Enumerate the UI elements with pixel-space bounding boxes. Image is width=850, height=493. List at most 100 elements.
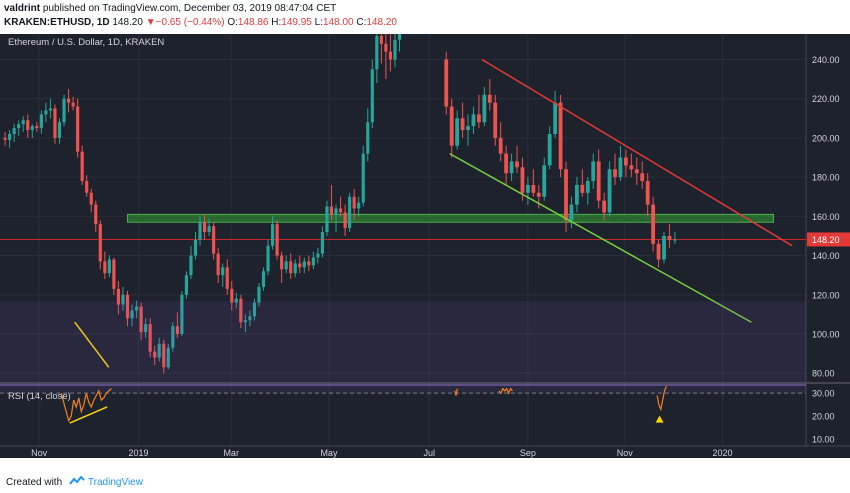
- publish-line: valdrint published on TradingView.com, D…: [4, 3, 336, 15]
- candle-body: [487, 94, 492, 103]
- candle-body: [284, 261, 288, 270]
- candle-body: [53, 108, 57, 138]
- candle-body: [361, 153, 365, 203]
- low-value: 148.00: [323, 17, 354, 28]
- close-value: 148.20: [366, 17, 397, 28]
- candle-body: [207, 226, 211, 233]
- candle-body: [280, 255, 284, 270]
- axes: 240.00 220.00 200.00 180.00 160.00 140.00 120.…: [31, 55, 850, 458]
- candle-body: [80, 151, 84, 182]
- candle-body: [455, 118, 460, 146]
- last-price-tag: [807, 232, 850, 247]
- candle-body: [471, 114, 476, 127]
- author-name[interactable]: valdrint: [4, 3, 41, 14]
- trendlines: [74, 58, 793, 368]
- tradingview-logo-icon: [69, 475, 85, 489]
- candle-body: [171, 326, 175, 348]
- candle-body: [202, 222, 207, 233]
- candle-body: [212, 226, 216, 254]
- candle-body: [325, 206, 329, 233]
- price-tick-label: 200.00: [812, 133, 840, 143]
- chart-container[interactable]: 240.00 220.00 200.00 180.00 160.00 140.00 120.…: [0, 16, 850, 458]
- candle-body: [656, 243, 661, 260]
- candle-body: [613, 169, 617, 178]
- candle-body: [239, 298, 243, 323]
- tradingview-brand[interactable]: TradingView: [87, 477, 143, 489]
- candle-body: [509, 161, 514, 174]
- candle-body: [388, 51, 393, 60]
- candle-body: [348, 196, 352, 229]
- zones: [0, 213, 806, 240]
- low-label: L:: [314, 17, 323, 28]
- candle-body: [248, 316, 252, 321]
- candle-body: [157, 343, 161, 358]
- candle-body: [466, 126, 470, 131]
- candle-body: [329, 206, 334, 215]
- candle-body: [39, 114, 43, 129]
- price-tick-label: 240.00: [812, 55, 840, 65]
- candle-body: [57, 122, 62, 138]
- candle-body: [266, 245, 270, 272]
- created-with-text: Created with: [6, 477, 63, 489]
- support-trendline: [449, 152, 752, 323]
- candle-body: [3, 137, 7, 140]
- candle-body: [640, 173, 645, 182]
- rsi-line: [454, 388, 458, 396]
- credit-line: Created with TradingView: [6, 475, 143, 489]
- candle-body: [166, 347, 170, 368]
- candle-body: [89, 192, 93, 205]
- candle-body: [585, 181, 590, 193]
- candle-body: [602, 200, 607, 213]
- candle-body: [375, 35, 379, 70]
- candle-body: [379, 35, 383, 44]
- candle-body: [35, 126, 39, 129]
- price-change: −0.65 (−0.44%): [155, 17, 225, 28]
- candle-body: [623, 157, 628, 166]
- candle-body: [591, 161, 596, 182]
- candle-body: [243, 320, 247, 323]
- candle-body: [493, 102, 498, 138]
- candle-body: [651, 204, 656, 244]
- candle-body: [289, 261, 293, 274]
- candle-body: [270, 224, 275, 246]
- candle-body: [634, 169, 639, 174]
- candle-body: [252, 302, 257, 317]
- candle-body: [607, 169, 612, 213]
- candle-body: [139, 306, 143, 333]
- candle-body: [553, 102, 558, 134]
- open-label: O:: [227, 17, 238, 28]
- candle-body: [449, 106, 454, 146]
- rsi-pane: [0, 301, 806, 424]
- candle-body: [148, 324, 152, 352]
- candle-body: [184, 275, 189, 295]
- candle-body: [144, 324, 148, 333]
- published-text: published on TradingView.com, December 0…: [42, 3, 337, 14]
- price-tick-label: 220.00: [812, 94, 840, 104]
- price-tick-label: 100.00: [812, 329, 840, 339]
- candle-body: [30, 126, 34, 131]
- rsi-line: [656, 386, 667, 412]
- time-tick-label: Nov: [617, 448, 634, 458]
- candle-body: [580, 184, 585, 193]
- candle-body: [662, 235, 666, 260]
- candle-body: [175, 326, 179, 334]
- price-chart[interactable]: 240.00 220.00 200.00 180.00 160.00 140.00 120.…: [0, 16, 850, 458]
- time-tick-label: Jul: [423, 448, 435, 458]
- open-value: 148.86: [237, 17, 269, 28]
- candle-body: [293, 263, 297, 274]
- close-label: C:: [356, 17, 367, 28]
- candle-body: [44, 110, 48, 115]
- divergence-trendline: [74, 321, 110, 368]
- candle-body: [526, 184, 530, 193]
- candle-body: [575, 184, 579, 205]
- symbol-line: KRAKEN:ETHUSD, 1D 148.20 ▼−0.65 (−0.44%)…: [4, 17, 397, 29]
- rsi-line: [498, 387, 513, 395]
- grid-lines: [0, 34, 850, 447]
- candle-body: [338, 208, 343, 213]
- candle-body: [343, 212, 347, 229]
- price-tick-label: 80.00: [812, 369, 835, 379]
- candle-body: [482, 94, 487, 123]
- candle-body: [477, 114, 481, 123]
- candle-body: [261, 271, 266, 287]
- candle-body: [121, 294, 125, 305]
